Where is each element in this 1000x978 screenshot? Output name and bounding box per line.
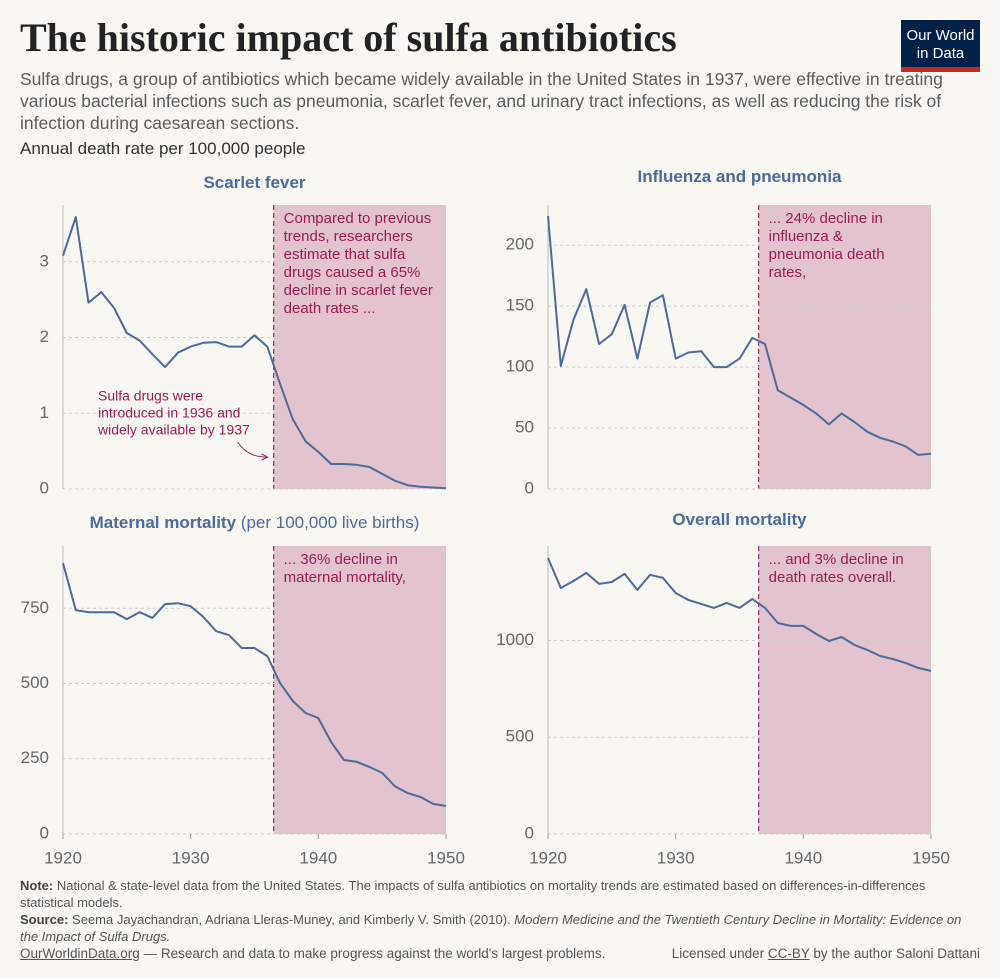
highlight-region <box>758 546 931 834</box>
y-tick-label: 500 <box>21 673 49 692</box>
panel-title-main: Scarlet fever <box>203 173 305 192</box>
unit-label: Annual death rate per 100,000 people <box>20 139 306 158</box>
x-tick-label: 1920 <box>44 848 82 867</box>
callout: introduced in 1936 and <box>98 405 240 421</box>
panel-title-main: Influenza and pneumonia <box>637 167 842 186</box>
y-tick-label: 2 <box>40 327 49 346</box>
data-line <box>547 557 932 672</box>
annotation: death rates overall. <box>769 569 897 586</box>
annotation: ... 24% decline in <box>769 210 883 227</box>
y-tick-label: 1000 <box>496 630 534 649</box>
annotation: ... and 3% decline in <box>769 551 904 568</box>
note: Note: National & state-level data from t… <box>20 877 980 911</box>
y-tick-label: 500 <box>506 727 534 746</box>
license-text: Licensed under <box>671 946 765 961</box>
x-tick-label: 1930 <box>657 848 695 867</box>
site-link[interactable]: OurWorldinData.org <box>20 946 140 961</box>
y-tick-label: 750 <box>21 598 49 617</box>
source-label: Source: <box>20 912 69 927</box>
panel-title: Influenza and pneumonia <box>637 167 842 186</box>
source-text: Seema Jayachandran, Adriana Lleras-Muney… <box>72 912 511 927</box>
bottom-bar: OurWorldinData.org — Research and data t… <box>20 946 980 961</box>
y-tick-label: 150 <box>506 296 534 315</box>
annotation: Compared to previous <box>284 210 432 227</box>
y-tick-label: 250 <box>21 748 49 767</box>
title: The historic impact of sulfa antibiotics <box>20 15 677 60</box>
panel-title-main: Maternal mortality <box>90 513 237 532</box>
y-tick-label: 100 <box>506 357 534 376</box>
x-tick-label: 1940 <box>784 848 822 867</box>
panel-title-main: Overall mortality <box>672 510 807 529</box>
y-tick-label: 3 <box>40 251 49 270</box>
tagline: — Research and data to make progress aga… <box>143 946 606 961</box>
panel-title: Scarlet fever <box>203 173 305 192</box>
logo-line: Our World <box>906 27 975 44</box>
x-tick-label: 1920 <box>529 848 567 867</box>
callout: Sulfa drugs were <box>98 388 203 404</box>
annotation: death rates ... <box>284 300 376 317</box>
annotation: decline in scarlet fever <box>284 282 433 299</box>
highlight-region <box>758 205 931 489</box>
source-title: Modern Medicine and the Twentieth Centur… <box>20 912 962 944</box>
annotation: pneumonia death <box>769 246 885 263</box>
annotation: trends, researchers <box>284 228 413 245</box>
note-text: National & state-level data from the Uni… <box>20 878 926 910</box>
annotation: maternal mortality, <box>284 569 406 586</box>
y-tick-label: 0 <box>40 823 49 842</box>
panel-title: Overall mortality <box>672 510 807 529</box>
y-tick-label: 0 <box>40 478 49 497</box>
x-tick-label: 1950 <box>912 848 950 867</box>
footer: Note: National & state-level data from t… <box>20 877 980 945</box>
annotation: estimate that sulfa <box>284 246 406 263</box>
note-label: Note: <box>20 878 54 893</box>
logo[interactable]: Our World in Data <box>901 20 980 72</box>
logo-line: in Data <box>916 45 965 62</box>
y-tick-label: 1 <box>40 403 49 422</box>
y-tick-label: 50 <box>515 418 534 437</box>
data-line <box>547 215 932 456</box>
x-tick-label: 1950 <box>427 848 465 867</box>
data-line <box>62 216 447 490</box>
callout-arrowhead <box>261 453 269 461</box>
callout-arrow <box>237 441 266 458</box>
highlight-region <box>273 205 446 489</box>
callout: widely available by 1937 <box>97 422 250 438</box>
annotation: influenza & <box>769 228 843 245</box>
highlight-region <box>273 546 446 834</box>
x-tick-label: 1930 <box>172 848 210 867</box>
annotation: drugs caused a 65% <box>284 264 421 281</box>
panel-title: Maternal mortality (per 100,000 live bir… <box>90 513 420 532</box>
y-tick-label: 200 <box>506 235 534 254</box>
x-tick-label: 1940 <box>299 848 337 867</box>
y-tick-label: 0 <box>525 823 534 842</box>
y-tick-label: 0 <box>525 478 534 497</box>
data-line <box>62 562 447 807</box>
annotation: rates, <box>769 264 807 281</box>
license-link[interactable]: CC-BY <box>767 946 810 961</box>
annotation: ... 36% decline in <box>284 551 398 568</box>
panel-subtitle: (per 100,000 live births) <box>241 513 420 532</box>
source: Source: Seema Jayachandran, Adriana Ller… <box>20 911 980 945</box>
license: Licensed under CC-BY by the author Salon… <box>672 946 980 961</box>
license-text: by the author Saloni Dattani <box>813 946 980 961</box>
subtitle: Sulfa drugs, a group of antibiotics whic… <box>20 69 943 133</box>
